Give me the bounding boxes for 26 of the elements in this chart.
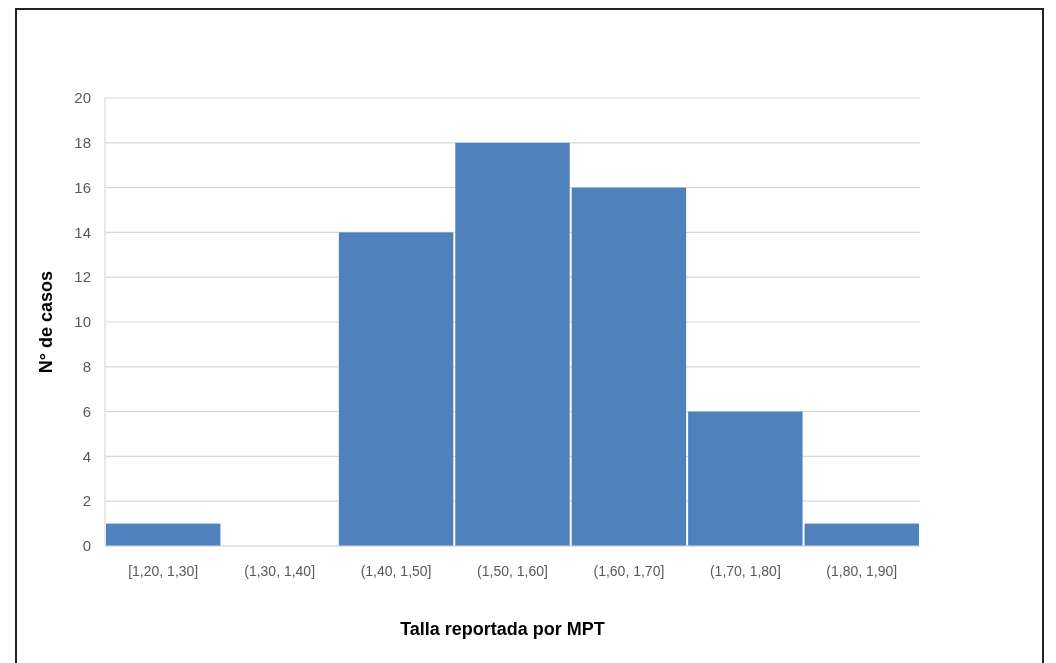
y-axis-title: N° de casos <box>36 270 56 374</box>
y-tick-label: 16 <box>74 178 91 196</box>
bar <box>455 142 570 546</box>
y-tick-label: 0 <box>82 537 91 555</box>
y-tick-label: 10 <box>74 313 91 331</box>
y-tick-label: 12 <box>74 268 91 286</box>
x-tick-label: (1,30, 1,40] <box>244 563 316 579</box>
bar <box>106 523 221 546</box>
x-tick-label: (1,70, 1,80] <box>709 563 781 579</box>
y-tick-label: 18 <box>74 134 91 152</box>
bar <box>571 187 687 546</box>
y-tick-label: 2 <box>82 492 91 510</box>
x-axis-title: Talla reportada por MPT <box>400 619 605 639</box>
bar <box>804 523 919 546</box>
y-tick-label: 8 <box>82 358 91 376</box>
y-tick-label: 4 <box>82 447 91 465</box>
x-tick-label: (1,80, 1,90] <box>826 563 898 579</box>
x-tick-label: [1,20, 1,30] <box>128 563 199 579</box>
y-tick-label: 14 <box>74 223 91 241</box>
y-tick-label: 20 <box>74 89 91 107</box>
x-tick-label: (1,40, 1,50] <box>360 563 432 579</box>
bar <box>338 232 454 546</box>
x-tick-label: (1,60, 1,70] <box>593 563 665 579</box>
y-tick-label: 6 <box>82 402 91 420</box>
x-tick-label: (1,50, 1,60] <box>477 563 548 579</box>
bar <box>688 411 803 546</box>
